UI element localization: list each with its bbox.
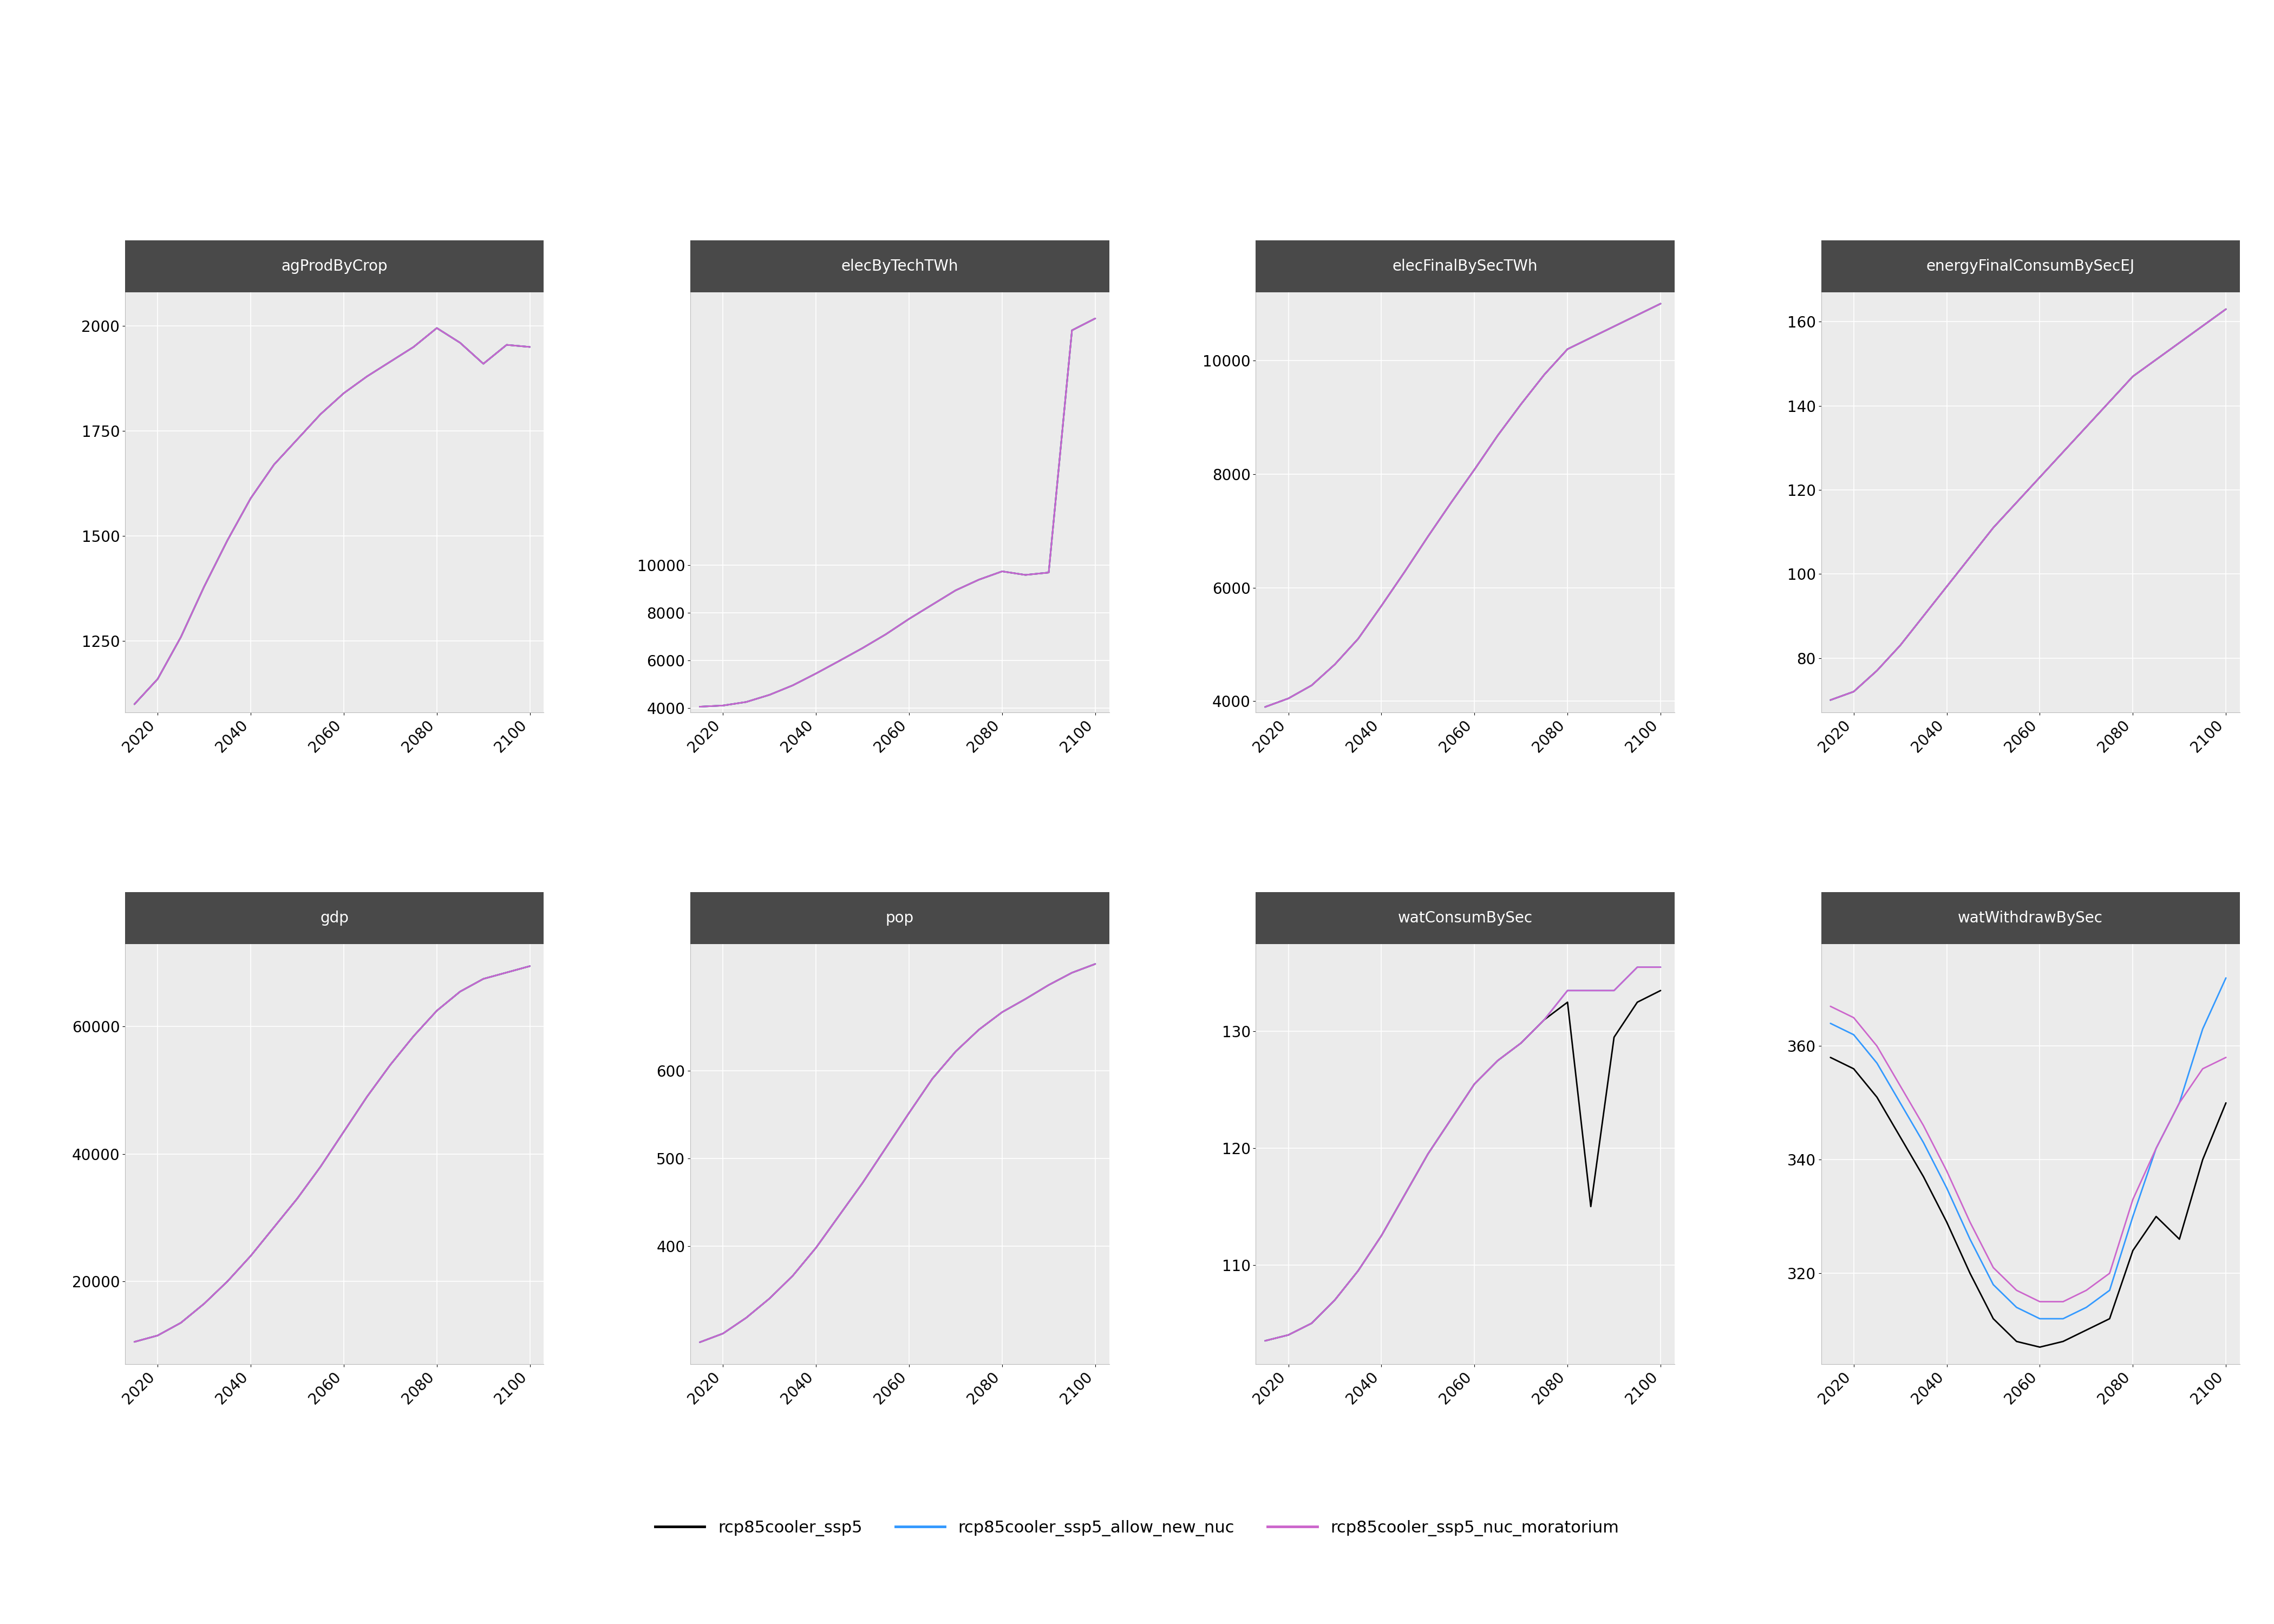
Legend: rcp85cooler_ssp5, rcp85cooler_ssp5_allow_new_nuc, rcp85cooler_ssp5_nuc_moratoriu: rcp85cooler_ssp5, rcp85cooler_ssp5_allow…: [648, 1514, 1626, 1543]
Text: gdp: gdp: [321, 911, 348, 926]
Text: agProdByCrop: agProdByCrop: [282, 258, 387, 274]
Text: watConsumBySec: watConsumBySec: [1399, 911, 1533, 926]
Text: pop: pop: [885, 911, 914, 926]
Text: elecByTechTWh: elecByTechTWh: [841, 258, 957, 274]
Text: energyFinalConsumBySecEJ: energyFinalConsumBySecEJ: [1926, 258, 2135, 274]
Text: elecFinalBySecTWh: elecFinalBySecTWh: [1392, 258, 1537, 274]
Text: watWithdrawBySec: watWithdrawBySec: [1958, 911, 2103, 926]
